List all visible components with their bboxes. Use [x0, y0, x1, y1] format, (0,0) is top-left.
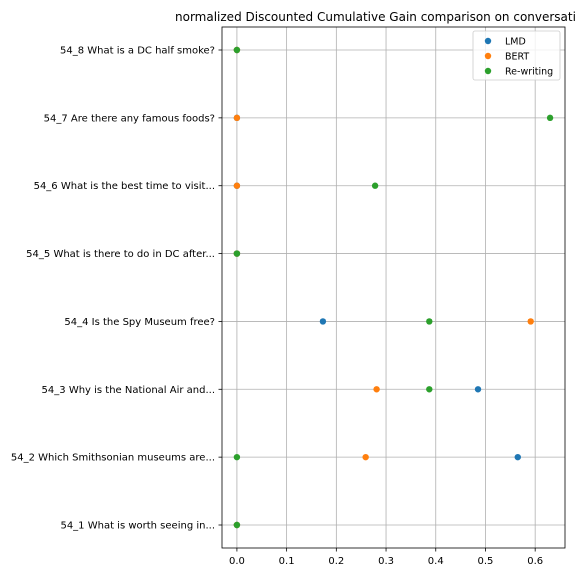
point-re-writing: [233, 521, 241, 529]
point-re-writing: [426, 318, 433, 325]
legend-label: Re-writing: [505, 67, 553, 78]
legend-marker: [484, 52, 492, 60]
chart-title: normalized Discounted Cumulative Gain co…: [175, 10, 576, 24]
points-layer: [233, 46, 554, 529]
y-tick-label: 54_2 Which Smithsonian museums are...: [11, 453, 215, 464]
grid-layer: [222, 27, 565, 548]
x-tick-label: 0.4: [428, 556, 444, 567]
x-tick-label: 0.5: [478, 556, 494, 567]
x-tick-label: 0.1: [279, 556, 295, 567]
point-re-writing: [233, 453, 241, 461]
legend-marker: [484, 67, 492, 75]
legend-label: BERT: [505, 52, 529, 63]
point-re-writing: [426, 386, 433, 393]
point-lmd: [514, 453, 521, 461]
axes-frame: [221, 26, 566, 549]
point-bert: [362, 453, 369, 461]
point-lmd: [474, 386, 482, 393]
axes-layer: 0.0 0.1 0.2 0.3 0.4 0.5 0.6 54_1 What is worth …: [11, 26, 566, 567]
y-tick-label: 54_7 Are there any famous foods?: [44, 113, 215, 124]
y-tick-label: 54_4 Is the Spy Museum free?: [64, 317, 215, 328]
point-bert: [233, 182, 241, 189]
point-re-writing: [233, 46, 241, 54]
y-tick-label: 54_1 What is worth seeing in...: [60, 521, 215, 532]
legend-marker: [484, 37, 492, 45]
y-tick-label: 54_8 What is a DC half smoke?: [60, 46, 215, 57]
y-tick-label: 54_6 What is the best time to visit...: [34, 181, 215, 192]
point-bert: [527, 318, 534, 325]
x-tick-label: 0.3: [378, 556, 394, 567]
point-lmd: [319, 318, 327, 325]
y-tick-label: 54_3 Why is the National Air and...: [42, 385, 215, 396]
point-bert: [233, 114, 241, 122]
point-re-writing: [233, 250, 241, 257]
x-tick-label: 0.2: [328, 556, 344, 567]
point-bert: [373, 386, 380, 393]
x-tick-label: 0.6: [527, 556, 543, 567]
point-re-writing: [546, 114, 554, 122]
y-tick-label: 54_5 What is there to do in DC after...: [26, 249, 215, 260]
x-tick-label: 0.0: [229, 556, 245, 567]
legend: LMD BERT Re-writing: [472, 30, 561, 81]
legend-label: LMD: [505, 37, 526, 48]
point-re-writing: [371, 182, 379, 189]
legend-box: [472, 30, 561, 81]
